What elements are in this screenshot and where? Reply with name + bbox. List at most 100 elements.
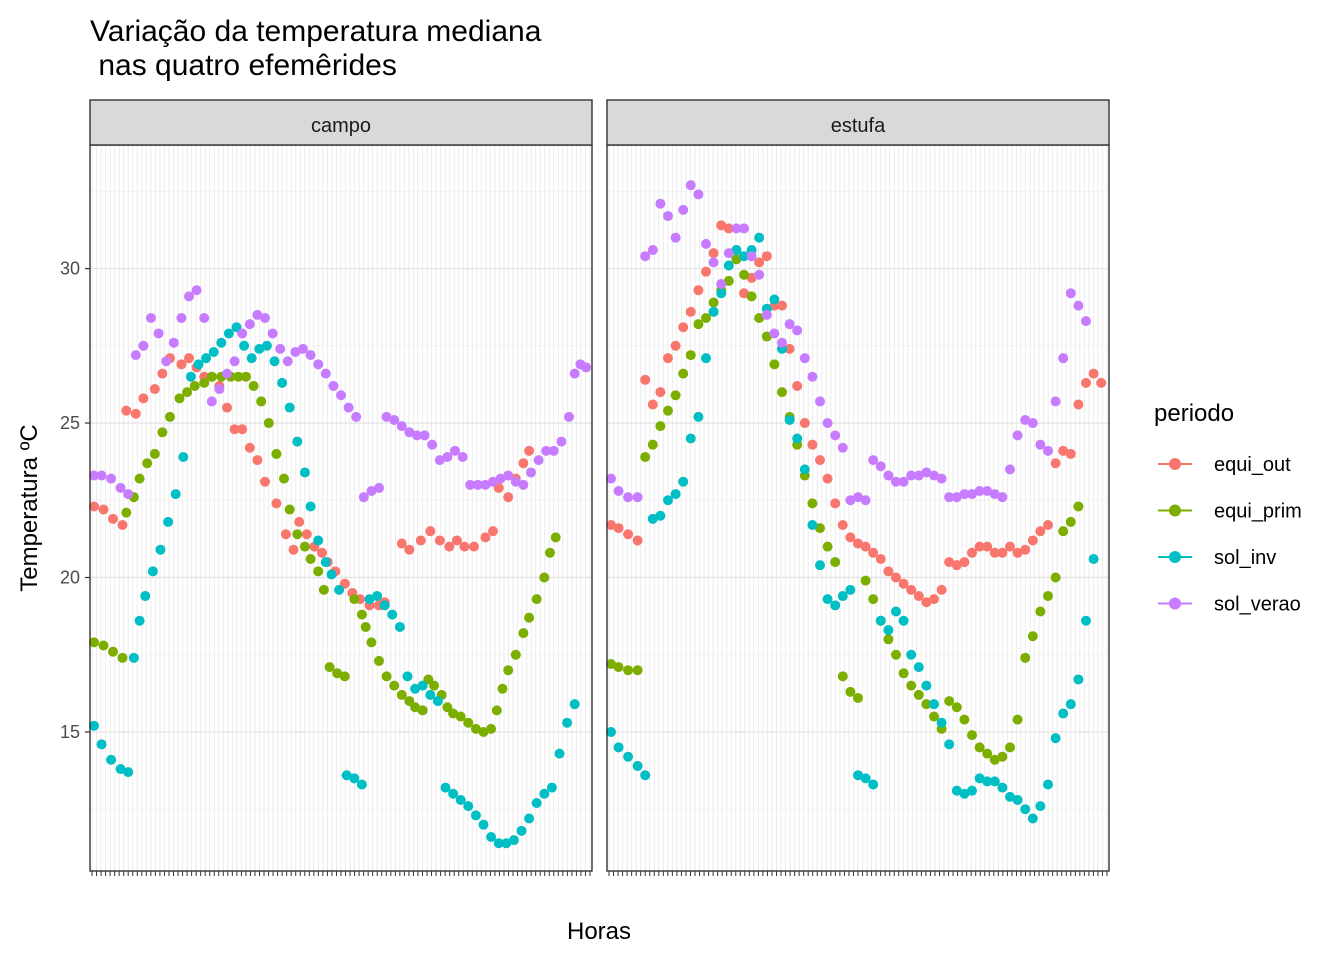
data-point <box>539 572 550 583</box>
data-point <box>130 350 141 361</box>
data-point <box>701 313 711 324</box>
data-point <box>959 788 970 799</box>
data-point <box>459 541 470 552</box>
data-point <box>1081 316 1091 327</box>
data-point <box>518 479 529 490</box>
data-point <box>655 510 666 521</box>
y-tick-label: 15 <box>60 722 80 742</box>
data-point <box>356 779 367 790</box>
data-point <box>647 399 658 410</box>
y-axis-title: Temperatura ºC <box>16 424 43 592</box>
data-point <box>944 492 955 503</box>
data-point <box>913 689 924 700</box>
data-point <box>723 248 734 259</box>
data-point <box>967 547 977 558</box>
data-point <box>883 625 894 636</box>
data-point <box>822 541 833 552</box>
data-point <box>201 353 212 364</box>
data-point <box>550 532 561 543</box>
legend-key-point <box>1169 597 1181 610</box>
data-point <box>254 343 265 354</box>
data-point <box>279 473 289 484</box>
data-point <box>524 445 535 456</box>
data-point <box>374 655 384 666</box>
data-point <box>229 424 240 435</box>
data-point <box>149 448 160 459</box>
data-point <box>883 566 894 577</box>
data-point <box>360 621 371 632</box>
data-point <box>647 439 658 450</box>
data-point <box>921 597 932 608</box>
data-point <box>252 455 263 466</box>
data-point <box>277 377 288 388</box>
data-point <box>1050 458 1061 469</box>
data-point <box>613 523 624 534</box>
data-point <box>450 445 460 456</box>
data-point <box>89 470 99 481</box>
data-point <box>288 544 299 555</box>
data-point <box>613 742 624 753</box>
data-point <box>1073 501 1084 512</box>
data-point <box>815 523 825 534</box>
data-point <box>929 699 939 710</box>
data-point <box>545 547 555 558</box>
data-point <box>959 557 970 568</box>
data-point <box>982 541 993 552</box>
data-point <box>663 353 673 364</box>
data-point <box>508 835 519 846</box>
data-point <box>913 591 924 602</box>
data-point <box>206 371 217 382</box>
data-point <box>1005 541 1015 552</box>
chart-title-line: nas quatro efemêrides <box>90 49 397 82</box>
data-point <box>469 541 479 552</box>
data-point <box>860 495 871 506</box>
data-point <box>723 260 734 271</box>
legend-key-point <box>1169 458 1181 470</box>
data-point <box>193 359 204 370</box>
data-point <box>569 699 580 710</box>
data-point <box>140 591 151 602</box>
data-point <box>260 476 270 487</box>
data-point <box>130 408 141 419</box>
data-point <box>708 257 719 268</box>
data-point <box>951 785 962 796</box>
data-point <box>837 591 848 602</box>
data-point <box>280 529 291 540</box>
data-point <box>670 489 681 500</box>
data-point <box>157 368 168 379</box>
data-point <box>381 671 392 682</box>
data-point <box>516 825 527 836</box>
data-point <box>875 461 886 472</box>
data-point <box>248 380 259 391</box>
data-point <box>997 782 1008 793</box>
data-point <box>267 328 278 339</box>
data-point <box>89 637 99 648</box>
data-point <box>891 572 901 583</box>
data-point <box>921 680 932 691</box>
data-point <box>410 702 421 713</box>
data-point <box>761 331 772 342</box>
data-point <box>96 739 107 750</box>
data-point <box>837 442 848 453</box>
data-point <box>1027 418 1038 429</box>
data-point <box>777 337 787 348</box>
data-point <box>470 723 481 734</box>
data-point <box>463 717 474 728</box>
data-point <box>723 275 734 286</box>
facet-strip <box>89 99 593 146</box>
data-point <box>562 717 573 728</box>
data-point <box>320 557 331 568</box>
data-point <box>417 705 428 716</box>
data-point <box>1096 377 1107 388</box>
data-point <box>731 223 742 234</box>
data-point <box>898 668 909 679</box>
data-point <box>822 418 833 429</box>
data-point <box>1005 791 1015 802</box>
data-point <box>115 482 126 493</box>
data-point <box>486 723 497 734</box>
data-point <box>716 220 727 231</box>
data-point <box>936 584 947 595</box>
data-point <box>299 467 310 478</box>
data-point <box>138 340 149 351</box>
data-point <box>178 452 189 463</box>
